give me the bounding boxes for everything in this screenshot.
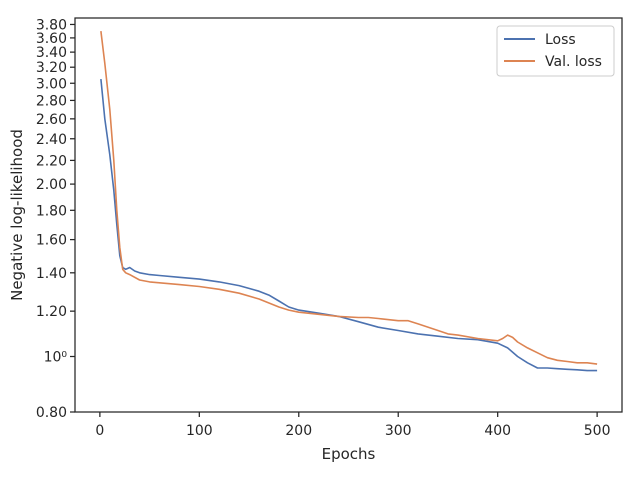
x-tick-label: 400 — [484, 423, 511, 439]
x-axis-label: Epochs — [322, 445, 376, 463]
x-tick-label: 200 — [285, 423, 312, 439]
y-tick-label: 1.20 — [36, 304, 67, 320]
y-tick-label: 2.00 — [36, 177, 67, 193]
series-line-val-loss — [100, 31, 598, 365]
y-tick-label: 3.00 — [36, 76, 67, 92]
y-tick-label: 3.40 — [36, 45, 67, 61]
y-tick-label: 2.20 — [36, 153, 67, 169]
x-tick-label: 100 — [186, 423, 213, 439]
y-tick-label: 10⁰ — [44, 350, 68, 366]
plot-frame — [74, 17, 623, 413]
y-tick-label: 1.60 — [36, 233, 67, 249]
y-tick-label: 1.40 — [36, 266, 67, 282]
y-tick-label: 3.80 — [36, 17, 67, 33]
plot-content — [100, 31, 598, 372]
x-tick-label: 300 — [385, 423, 412, 439]
x-axis-ticks: 0 100 200 300 400 500 — [95, 412, 611, 439]
legend: Loss Val. loss — [496, 25, 615, 77]
y-tick-label: 2.80 — [36, 93, 67, 109]
y-tick-label: 3.20 — [36, 60, 67, 76]
y-axis-label: Negative log-likelihood — [8, 129, 26, 301]
y-tick-label: 3.60 — [36, 31, 67, 47]
y-axis-ticks: 0.80 10⁰ 1.20 1.40 1.60 1.80 2.00 2.20 2.40 2.60 2… — [36, 17, 75, 421]
y-tick-label: 0.80 — [36, 405, 67, 421]
series-line-loss — [100, 79, 598, 372]
y-tick-label: 2.40 — [36, 132, 67, 148]
x-tick-label: 0 — [95, 423, 104, 439]
legend-label-loss: Loss — [545, 32, 576, 48]
y-tick-label: 2.60 — [36, 112, 67, 128]
legend-label-val-loss: Val. loss — [545, 54, 602, 70]
y-tick-label: 1.80 — [36, 203, 67, 219]
x-tick-label: 500 — [584, 423, 611, 439]
